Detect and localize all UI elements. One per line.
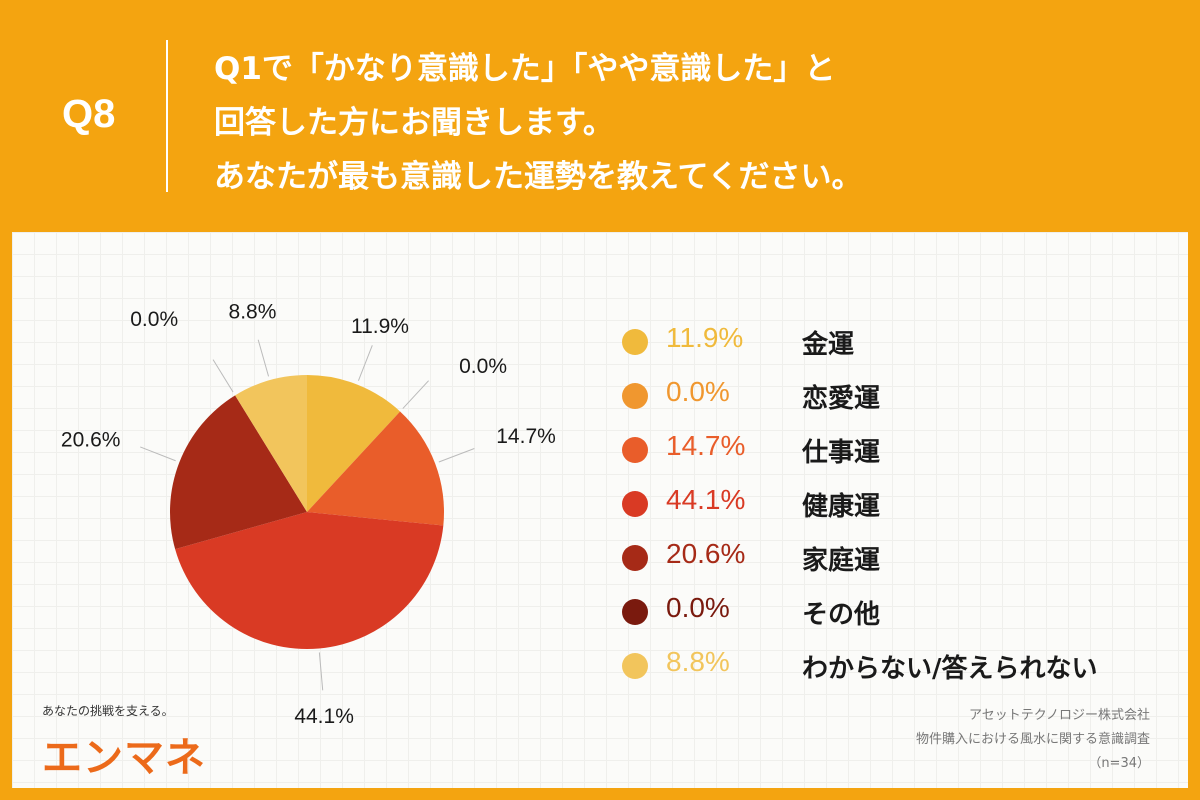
question-number: Q8: [62, 92, 116, 136]
legend-item: 0.0% 恋愛運: [622, 376, 1182, 430]
question-line-1: Q1で「かなり意識した」「やや意識した」と: [214, 51, 836, 87]
legend-label: その他: [802, 600, 881, 630]
data-label: 20.6%: [61, 428, 121, 451]
legend-item: 44.1% 健康運: [622, 484, 1182, 538]
legend-label: わからない/答えられない: [802, 654, 1098, 684]
data-label: 11.9%: [351, 315, 409, 338]
brand-tagline: あなたの挑戦を支える。: [42, 704, 174, 718]
legend-value: 0.0%: [666, 376, 730, 407]
legend-item: 0.0% その他: [622, 592, 1182, 646]
pie-chart: 11.9% 0.0% 14.7% 44.1% 20.6% 0.0% 8.8%: [61, 301, 556, 729]
legend: 11.9% 金運 0.0% 恋愛運 14.7% 仕事運 44.1% 健康運 20…: [622, 322, 1182, 700]
leader-line: [402, 380, 429, 409]
source-sample: （n=34）: [1088, 756, 1150, 771]
data-label: 8.8%: [229, 301, 277, 324]
leader-line: [212, 359, 234, 393]
question-line-3: あなたが最も意識した運勢を教えてください。: [214, 159, 863, 195]
source-company: アセットテクノロジー株式会社: [969, 708, 1150, 723]
pie-slice: [307, 411, 444, 526]
legend-item: 8.8% わからない/答えられない: [622, 646, 1182, 700]
legend-value: 20.6%: [666, 538, 746, 569]
legend-swatch: [622, 545, 648, 571]
data-label: 0.0%: [130, 308, 178, 331]
leader-line: [438, 448, 475, 463]
question-header: Q8 Q1で「かなり意識した」「やや意識した」と 回答した方にお聞きします。 あ…: [0, 0, 1200, 232]
header-divider: [166, 40, 168, 192]
legend-label: 仕事運: [802, 438, 881, 468]
leader-line: [257, 339, 270, 377]
question-text: Q1で「かなり意識した」「やや意識した」と 回答した方にお聞きします。 あなたが…: [214, 42, 863, 204]
legend-value: 44.1%: [666, 484, 746, 515]
pie-slice: [175, 512, 444, 649]
legend-swatch: [622, 329, 648, 355]
legend-label: 家庭運: [802, 546, 881, 576]
legend-item: 20.6% 家庭運: [622, 538, 1182, 592]
legend-item: 14.7% 仕事運: [622, 430, 1182, 484]
data-label: 0.0%: [459, 355, 507, 378]
legend-label: 健康運: [802, 492, 881, 522]
legend-value: 8.8%: [666, 646, 730, 677]
leader-line: [318, 652, 324, 691]
brand-logo-block: あなたの挑戦を支える。 エンマネ: [42, 702, 206, 783]
data-label: 14.7%: [496, 425, 556, 448]
legend-value: 0.0%: [666, 592, 730, 623]
legend-swatch: [622, 599, 648, 625]
legend-swatch: [622, 491, 648, 517]
legend-item: 11.9% 金運: [622, 322, 1182, 376]
leader-line: [140, 446, 176, 462]
pie-slice: [170, 395, 307, 550]
data-label: 44.1%: [294, 705, 354, 728]
legend-value: 14.7%: [666, 430, 746, 461]
legend-label: 金運: [802, 330, 855, 360]
pie-slice: [235, 375, 307, 512]
chart-panel: 11.9% 0.0% 14.7% 44.1% 20.6% 0.0% 8.8% 11.9% 金…: [12, 232, 1188, 788]
legend-label: 恋愛運: [802, 384, 881, 414]
leader-line: [357, 345, 373, 381]
pie-slice: [307, 375, 401, 512]
legend-value: 11.9%: [666, 322, 744, 353]
legend-swatch: [622, 437, 648, 463]
brand-logo: エンマネ: [42, 735, 206, 781]
legend-swatch: [622, 383, 648, 409]
question-line-2: 回答した方にお聞きします。: [214, 105, 614, 141]
source-note: アセットテクノロジー株式会社 物件購入における風水に関する意識調査 （n=34）: [916, 704, 1150, 776]
source-survey: 物件購入における風水に関する意識調査: [915, 732, 1150, 747]
legend-swatch: [622, 653, 648, 679]
